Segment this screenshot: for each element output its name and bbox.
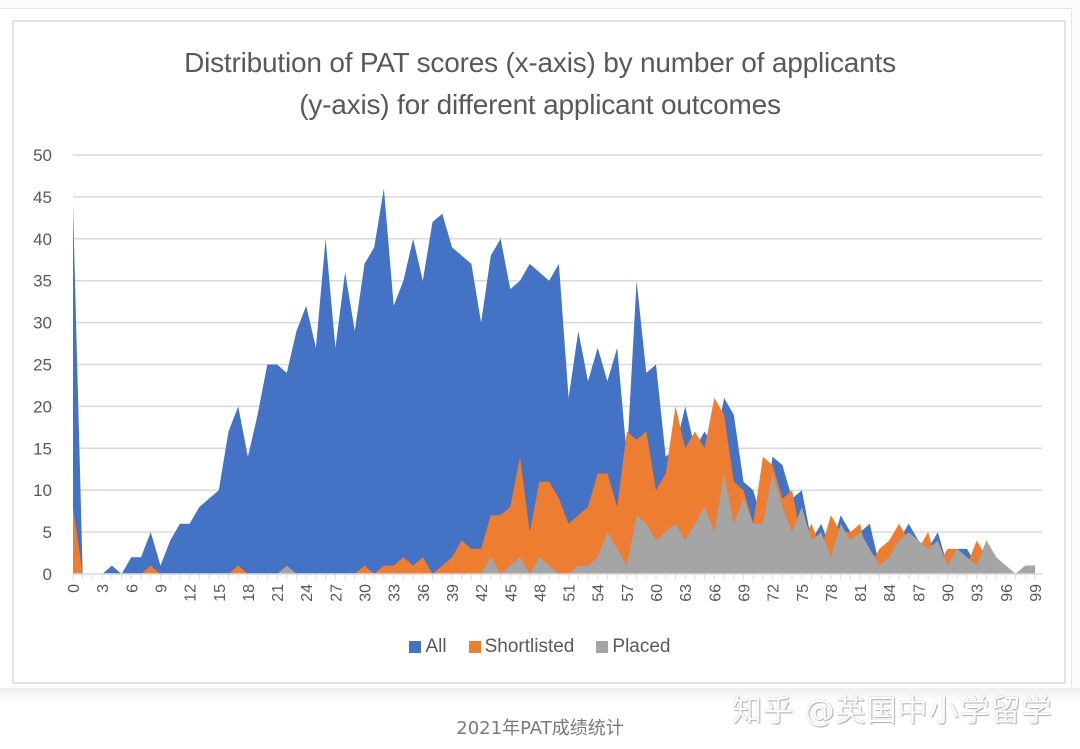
legend-label-shortlisted: Shortlisted xyxy=(484,636,575,657)
x-tick-label: 81 xyxy=(853,584,870,602)
legend-label-placed: Placed xyxy=(612,636,671,657)
x-axis: 0 3 6 9 12 15 18 21 24 27 30 33 36 39 42 45 48 51 54 57 60 63… xyxy=(66,573,1045,602)
legend-swatch-all xyxy=(409,641,422,653)
y-tick-label: 5 xyxy=(43,523,52,542)
x-tick-label: 51 xyxy=(562,584,579,602)
x-tick-label: 54 xyxy=(591,584,608,602)
x-tick-label: 3 xyxy=(95,584,112,593)
y-tick-label: 30 xyxy=(33,314,52,333)
right-border-strip xyxy=(1071,8,1080,688)
y-tick-label: 10 xyxy=(33,481,52,500)
y-tick-label: 15 xyxy=(33,439,52,458)
x-tick-label: 96 xyxy=(999,584,1016,602)
x-tick-label: 87 xyxy=(911,584,928,602)
x-tick-label: 0 xyxy=(66,584,83,593)
y-tick-label: 40 xyxy=(33,230,52,249)
x-tick-label: 36 xyxy=(416,584,433,602)
x-tick-label: 18 xyxy=(241,584,258,602)
x-tick-label: 90 xyxy=(941,584,958,602)
area-placed xyxy=(73,473,1035,574)
x-tick-label: 21 xyxy=(270,584,287,602)
top-border-strip xyxy=(0,0,1080,9)
legend-item-all: All xyxy=(409,636,447,658)
x-tick-label: 6 xyxy=(124,584,141,593)
y-tick-label: 25 xyxy=(33,356,52,375)
x-tick-label: 60 xyxy=(649,584,666,602)
x-tick-label: 24 xyxy=(299,584,316,602)
legend-item-shortlisted: Shortlisted xyxy=(468,636,575,658)
y-tick-label: 20 xyxy=(33,397,52,416)
legend-swatch-shortlisted xyxy=(468,641,481,653)
x-tick-label: 93 xyxy=(970,584,987,602)
legend-item-placed: Placed xyxy=(596,636,671,658)
x-tick-label: 78 xyxy=(824,584,841,602)
x-tick-label: 9 xyxy=(153,584,170,593)
x-tick-label: 39 xyxy=(445,584,462,602)
y-axis-ticks: 0 5 10 15 20 25 30 35 40 45 50 xyxy=(33,146,52,584)
x-tick-label: 15 xyxy=(212,584,229,602)
x-tick-label: 72 xyxy=(766,584,783,602)
legend-label-all: All xyxy=(425,636,447,657)
watermark: 知乎 @英国中小学留学 xyxy=(732,694,1053,729)
x-tick-label: 99 xyxy=(1028,584,1045,602)
x-tick-label: 69 xyxy=(736,584,753,602)
x-tick-label: 12 xyxy=(183,584,200,602)
y-tick-label: 45 xyxy=(33,188,52,207)
x-tick-label: 84 xyxy=(882,584,899,602)
x-tick-label: 66 xyxy=(707,584,724,602)
chart-title-line-1: Distribution of PAT scores (x-axis) by n… xyxy=(184,47,896,78)
chart-title-line-2: (y-axis) for different applicant outcome… xyxy=(299,89,781,120)
area-all xyxy=(73,188,1035,574)
x-tick-label: 33 xyxy=(387,584,404,602)
x-tick-label: 27 xyxy=(328,584,345,602)
y-tick-label: 50 xyxy=(33,146,52,165)
legend-swatch-placed xyxy=(596,641,609,653)
chart-title: Distribution of PAT scores (x-axis) by n… xyxy=(0,42,1080,126)
frame-shadow xyxy=(0,688,1080,702)
x-tick-label: 63 xyxy=(678,584,695,602)
image-caption: 2021年PAT成绩统计 xyxy=(456,718,624,739)
x-tick-label: 75 xyxy=(795,584,812,602)
x-tick-label: 42 xyxy=(474,584,491,602)
x-tick-label: 57 xyxy=(620,584,637,602)
x-tick-label: 30 xyxy=(358,584,375,602)
x-tick-label: 48 xyxy=(532,584,549,602)
y-tick-label: 0 xyxy=(43,565,52,584)
legend: All Shortlisted Placed xyxy=(0,636,1080,658)
x-tick-label: 45 xyxy=(503,584,520,602)
y-tick-label: 35 xyxy=(33,272,52,291)
area-series xyxy=(73,188,1035,574)
